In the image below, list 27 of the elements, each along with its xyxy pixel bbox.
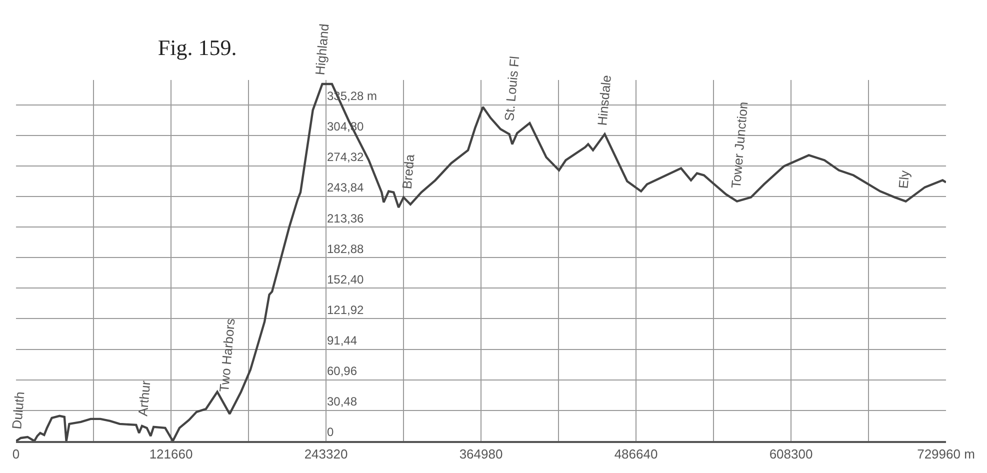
annotation: St. Louis Fl <box>502 55 522 122</box>
x-tick-label: 0 <box>12 446 20 462</box>
annotation: Ely <box>896 169 912 190</box>
y-tick-label: 243,84 <box>327 180 364 195</box>
annotation: Highland <box>312 23 332 76</box>
y-tick-label: 0 <box>327 425 334 440</box>
x-tick-label: 364980 <box>459 446 503 462</box>
y-tick-label: 121,92 <box>327 302 364 317</box>
y-tick-label: 213,36 <box>327 211 364 226</box>
y-tick-label: 274,32 <box>327 150 364 164</box>
annotation: Two Harbors <box>216 317 238 393</box>
y-tick-label: 30,48 <box>327 394 358 409</box>
y-tick-label: 182,88 <box>327 242 364 256</box>
x-tick-label: 486640 <box>614 446 658 462</box>
annotation: Hinsdale <box>594 74 614 126</box>
y-tick-label: 152,40 <box>327 272 364 286</box>
annotation: Duluth <box>9 391 28 430</box>
y-tick-label: 91,44 <box>327 334 358 348</box>
x-tick-label: 243320 <box>304 446 348 462</box>
annotation: Tower Junction <box>728 101 751 189</box>
x-tick-label: 729960 m <box>917 446 975 462</box>
chart-title: Fig. 159. <box>158 35 237 60</box>
y-tick-label: 60,96 <box>327 364 358 378</box>
annotation: Arthur <box>135 379 154 417</box>
x-tick-label: 121660 <box>149 446 193 462</box>
annotation: Breda <box>399 152 418 190</box>
x-tick-label: 608300 <box>769 446 813 462</box>
